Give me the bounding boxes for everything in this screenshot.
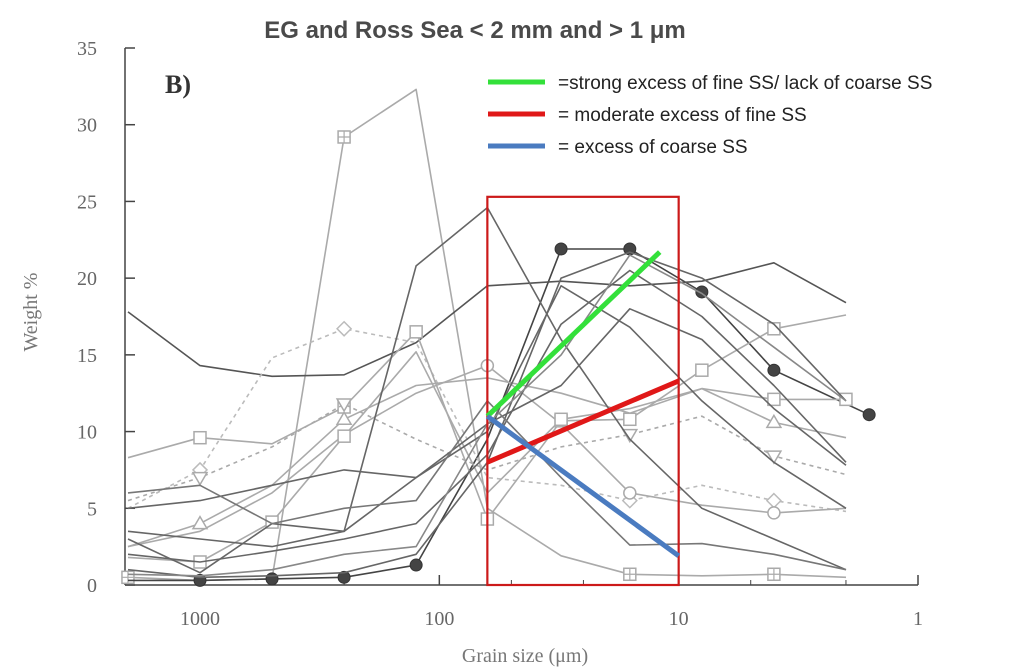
data-point xyxy=(335,410,353,426)
data-point xyxy=(862,408,876,422)
chart-title: EG and Ross Sea < 2 mm and > 1 μm xyxy=(264,17,686,44)
y-tick-label: 25 xyxy=(77,191,97,213)
data-point xyxy=(554,412,568,427)
data-point xyxy=(191,471,209,487)
legend-label: = moderate excess of fine SS xyxy=(558,105,807,126)
data-point xyxy=(765,450,783,465)
x-axis-label: Grain size (μm) xyxy=(462,645,588,667)
data-point xyxy=(193,430,207,445)
data-point-cross xyxy=(623,568,636,581)
data-point xyxy=(767,392,781,407)
legend-label: = excess of coarse SS xyxy=(558,137,748,158)
highlight-box xyxy=(486,195,680,587)
y-tick-label: 15 xyxy=(77,345,97,367)
data-point xyxy=(336,320,353,337)
y-tick-label: 35 xyxy=(77,38,97,60)
x-tick-label: 1000 xyxy=(180,608,220,630)
data-point xyxy=(337,570,351,584)
data-point xyxy=(621,428,639,444)
series-line xyxy=(127,327,847,513)
x-tick-label: 10 xyxy=(669,608,689,630)
data-point-cross xyxy=(338,130,351,143)
data-point-cross xyxy=(767,568,780,581)
annotations xyxy=(485,195,681,587)
data-point xyxy=(335,398,353,413)
data-point-cross xyxy=(121,571,134,584)
trend-line xyxy=(486,378,680,465)
legend-label: =strong excess of fine SS/ lack of coars… xyxy=(558,73,932,94)
y-tick-label: 10 xyxy=(77,422,97,444)
legend-item: =strong excess of fine SS/ lack of coars… xyxy=(488,73,932,94)
legend-item: = excess of coarse SS xyxy=(488,137,748,158)
trend-line xyxy=(485,250,662,419)
axes: 0 5 10 15 20 25 30 35 1000 100 10 1 xyxy=(77,38,923,630)
data-point xyxy=(767,506,781,520)
series-layer xyxy=(121,88,876,587)
panel-label: B) xyxy=(165,70,191,99)
data-point xyxy=(623,486,637,500)
data-point xyxy=(765,413,783,429)
y-tick-label: 20 xyxy=(77,268,97,290)
legend: =strong excess of fine SS/ lack of coars… xyxy=(488,73,932,158)
data-point xyxy=(623,412,637,427)
y-tick-label: 0 xyxy=(87,575,97,597)
data-point xyxy=(621,492,638,509)
data-point xyxy=(265,572,279,586)
data-point xyxy=(839,392,853,407)
trend-line xyxy=(485,414,681,558)
x-tick-label: 100 xyxy=(424,608,454,630)
data-point xyxy=(409,325,423,339)
data-point xyxy=(337,429,351,443)
data-point xyxy=(695,363,709,377)
data-point xyxy=(767,363,781,377)
data-point xyxy=(767,322,781,336)
y-axis-label: Weight % xyxy=(20,273,42,352)
data-point xyxy=(191,515,209,530)
data-point xyxy=(554,242,568,256)
y-tick-label: 30 xyxy=(77,115,97,137)
data-point xyxy=(765,492,782,509)
data-point xyxy=(409,558,423,572)
y-tick-label: 5 xyxy=(87,498,97,520)
x-tick-label: 1 xyxy=(913,608,923,630)
legend-item: = moderate excess of fine SS xyxy=(488,105,807,126)
series-4 xyxy=(127,320,847,513)
